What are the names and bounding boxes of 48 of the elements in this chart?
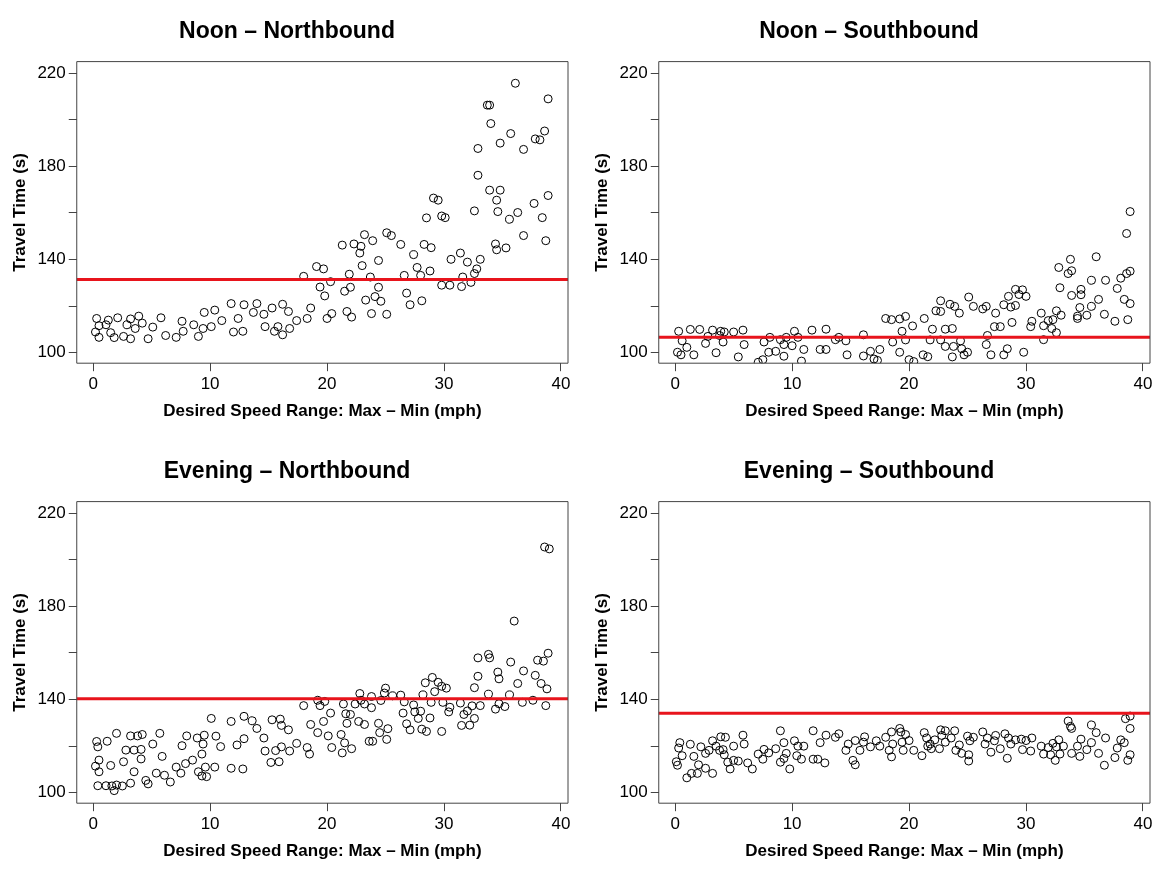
y-tick-label: 220 xyxy=(619,62,648,82)
x-tick-label: 20 xyxy=(317,374,337,394)
y-tick-label: 180 xyxy=(619,596,648,616)
x-tick-label: 20 xyxy=(317,814,337,834)
x-axis-title: Desired Speed Range: Max – Min (mph) xyxy=(163,401,482,421)
x-tick-label: 0 xyxy=(670,374,680,394)
x-axis-title: Desired Speed Range: Max – Min (mph) xyxy=(745,841,1064,861)
x-tick-label: 40 xyxy=(1133,814,1153,834)
y-tick-label: 180 xyxy=(37,596,66,616)
y-tick-label: 100 xyxy=(619,342,648,362)
x-tick-label: 30 xyxy=(434,374,454,394)
x-tick-label: 10 xyxy=(200,814,220,834)
chart-title: Noon – Southbound xyxy=(759,17,979,44)
y-tick-label: 100 xyxy=(37,782,66,802)
y-axis-title: Travel Time (s) xyxy=(9,593,29,712)
y-tick-label: 180 xyxy=(37,156,66,176)
y-tick-label: 220 xyxy=(619,502,648,522)
x-tick-label: 30 xyxy=(1016,814,1036,834)
x-tick-label: 40 xyxy=(551,374,571,394)
x-tick-label: 10 xyxy=(200,374,220,394)
x-tick-label: 0 xyxy=(88,374,98,394)
chart-title: Evening – Southbound xyxy=(743,457,995,484)
x-tick-label: 40 xyxy=(1133,374,1153,394)
y-tick-label: 100 xyxy=(37,342,66,362)
y-tick-label: 220 xyxy=(37,62,66,82)
x-tick-label: 0 xyxy=(670,814,680,834)
y-axis-title: Travel Time (s) xyxy=(591,593,611,712)
y-tick-label: 140 xyxy=(619,689,648,709)
y-tick-label: 140 xyxy=(37,249,66,269)
x-tick-label: 20 xyxy=(899,814,919,834)
y-tick-label: 140 xyxy=(619,249,648,269)
y-axis-title: Travel Time (s) xyxy=(591,153,611,272)
y-tick-label: 220 xyxy=(37,502,66,522)
x-tick-label: 10 xyxy=(782,814,802,834)
y-axis-title: Travel Time (s) xyxy=(9,153,29,272)
x-tick-label: 30 xyxy=(1016,374,1036,394)
x-tick-label: 30 xyxy=(434,814,454,834)
y-tick-label: 140 xyxy=(37,689,66,709)
x-tick-label: 0 xyxy=(88,814,98,834)
x-axis-title: Desired Speed Range: Max – Min (mph) xyxy=(163,841,482,861)
chart-title: Noon – Northbound xyxy=(179,17,395,44)
x-tick-label: 10 xyxy=(782,374,802,394)
x-axis-title: Desired Speed Range: Max – Min (mph) xyxy=(745,401,1064,421)
x-tick-label: 20 xyxy=(899,374,919,394)
y-tick-label: 100 xyxy=(619,782,648,802)
chart-title: Evening – Northbound xyxy=(163,457,411,484)
y-tick-label: 180 xyxy=(619,156,648,176)
x-tick-label: 40 xyxy=(551,814,571,834)
